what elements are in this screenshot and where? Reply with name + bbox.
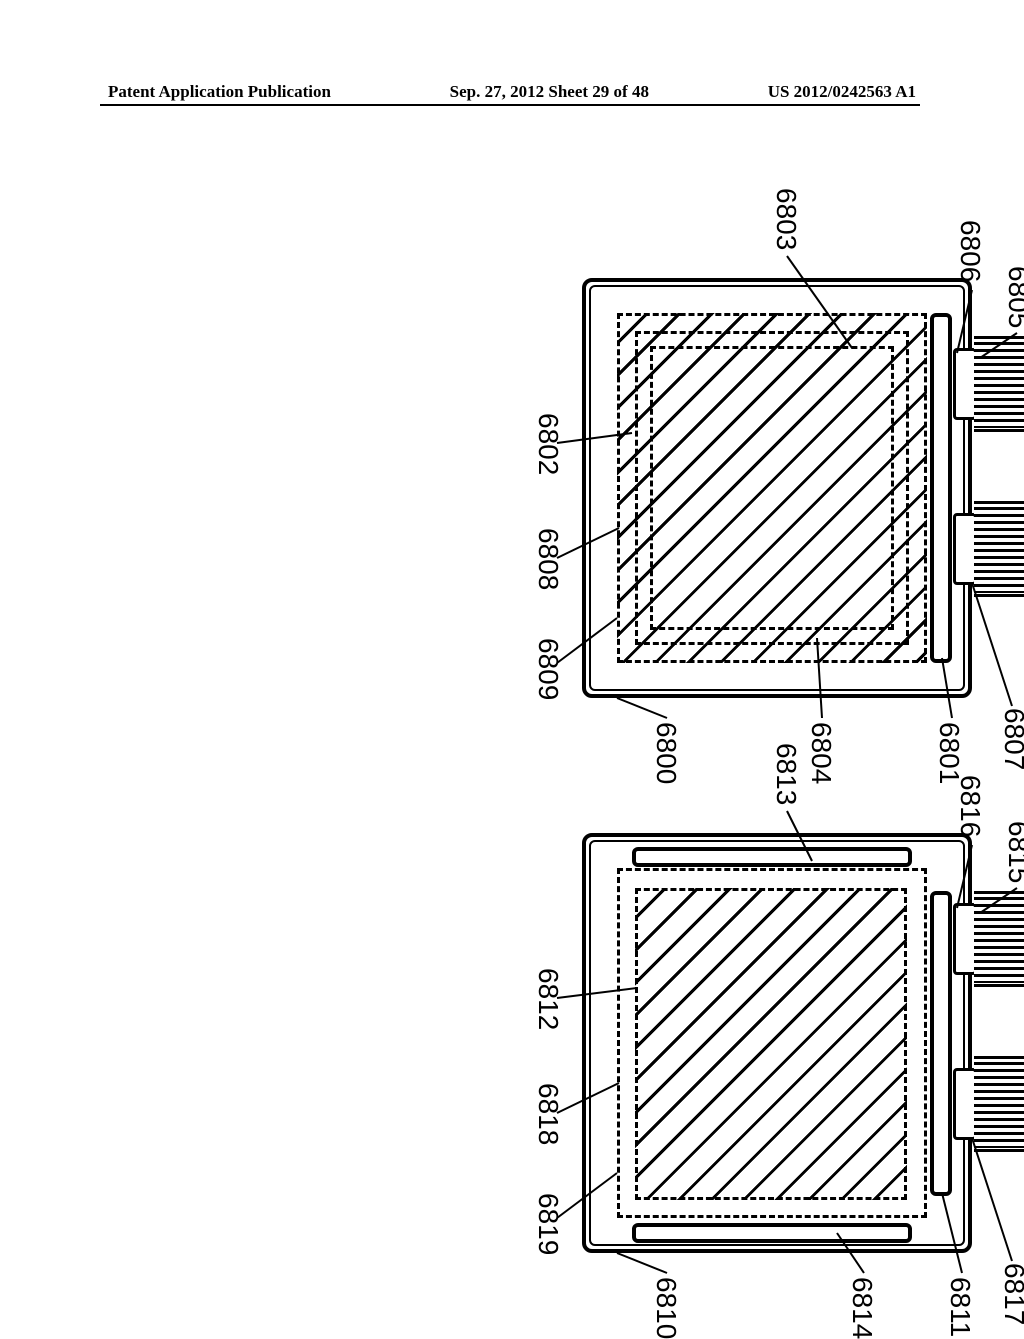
fig-b-fpc-right-stripes	[974, 1062, 1024, 1148]
fig-b-fpc-left-ribbon	[974, 891, 1024, 987]
ref-6810: 6810	[650, 1277, 682, 1339]
ref-6814: 6814	[846, 1277, 878, 1339]
header-center: Sep. 27, 2012 Sheet 29 of 48	[450, 82, 649, 102]
header-right: US 2012/0242563 A1	[768, 82, 916, 102]
fig-a-fpc-right-stripes	[974, 507, 1024, 593]
figure-29a: FIG. 29A	[552, 218, 1012, 738]
ref-6803: 6803	[770, 188, 802, 250]
fig-a-fpc-right-ribbon	[974, 501, 1024, 597]
fig-b-dashed-seal	[635, 888, 907, 1200]
fig-b-fpc-left-stripes	[974, 897, 1024, 983]
fig-a-driver-top	[930, 313, 952, 663]
fig-b-driver-left	[632, 847, 912, 867]
figure-29b: FIG. 29B	[552, 773, 1012, 1313]
fig-b-driver-right	[632, 1223, 912, 1243]
ref-6811: 6811	[944, 1277, 976, 1337]
fig-a-fpc-left-stripes	[974, 342, 1024, 428]
ref-6812: 6812	[532, 968, 564, 1030]
fig-a-dashed-seal2	[650, 346, 894, 630]
ref-6808: 6808	[532, 528, 564, 590]
fig-b-fpc-right-ribbon	[974, 1056, 1024, 1152]
ref-6818: 6818	[532, 1083, 564, 1145]
figure-page: FIG. 29A	[0, 218, 1024, 1122]
ref-6813: 6813	[770, 743, 802, 805]
ref-6819: 6819	[532, 1193, 564, 1255]
ref-6815: 6815	[1002, 821, 1024, 883]
ref-6817: 6817	[998, 1263, 1024, 1325]
ref-6805: 6805	[1002, 266, 1024, 328]
ref-6807: 6807	[998, 708, 1024, 770]
header-rule	[100, 104, 920, 106]
ref-6809: 6809	[532, 638, 564, 700]
ref-6806: 6806	[954, 220, 986, 282]
ref-6802: 6802	[532, 413, 564, 475]
ref-6816: 6816	[954, 775, 986, 837]
header-left: Patent Application Publication	[108, 82, 331, 102]
fig-b-driver-top	[930, 891, 952, 1196]
fig-a-fpc-left-ribbon	[974, 336, 1024, 432]
